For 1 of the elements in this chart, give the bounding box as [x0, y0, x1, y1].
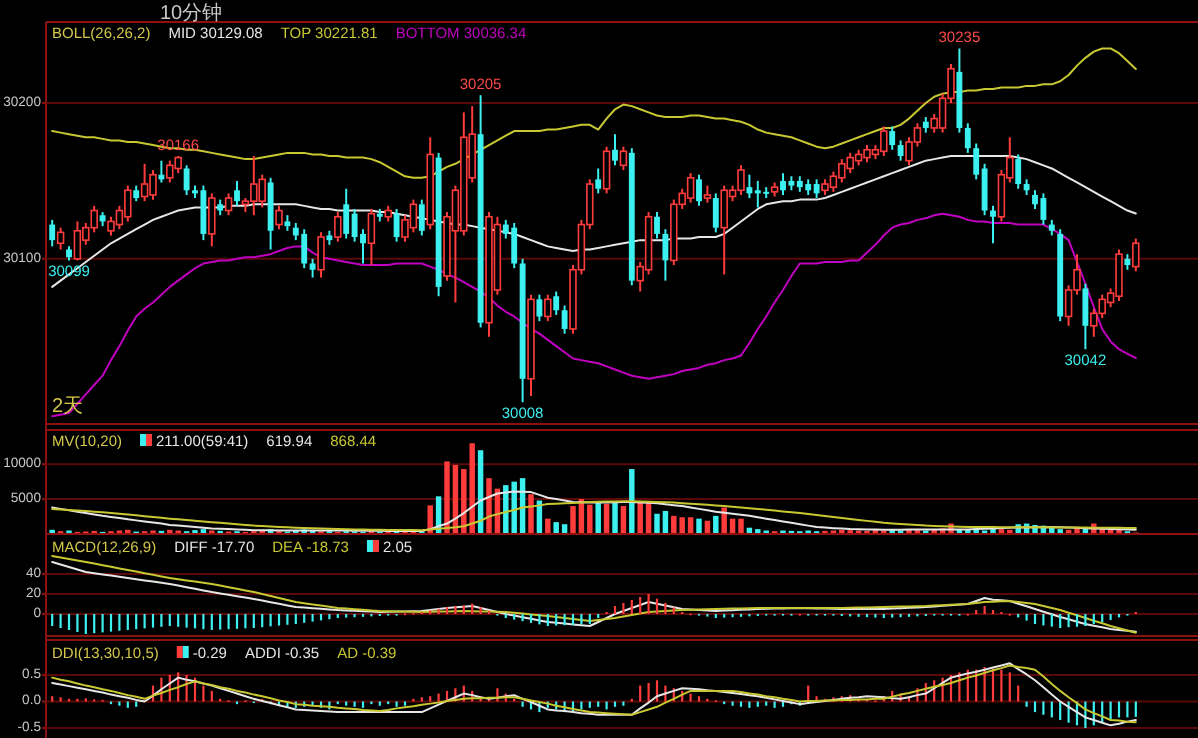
chart-subtitle: 10分钟 [160, 1, 223, 25]
